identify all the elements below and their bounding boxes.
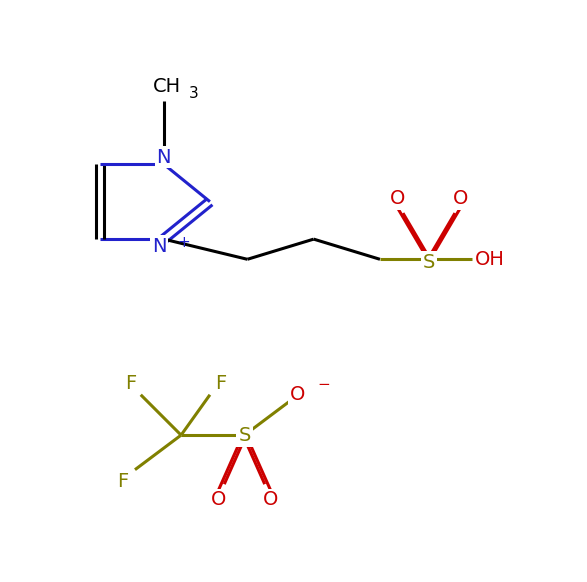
Text: −: −: [318, 377, 330, 392]
Text: F: F: [125, 374, 136, 393]
Text: +: +: [178, 235, 190, 250]
Text: N: N: [157, 148, 171, 167]
Text: N: N: [152, 236, 167, 255]
Text: F: F: [117, 472, 128, 491]
Text: O: O: [290, 385, 305, 404]
Text: O: O: [263, 490, 278, 509]
Text: O: O: [211, 490, 226, 509]
Text: O: O: [453, 189, 468, 208]
Text: 3: 3: [189, 86, 198, 101]
Text: S: S: [238, 425, 251, 445]
Text: OH: OH: [474, 250, 504, 269]
Text: O: O: [390, 189, 405, 208]
Text: CH: CH: [153, 77, 181, 96]
Text: F: F: [215, 374, 226, 393]
Text: S: S: [423, 253, 435, 272]
